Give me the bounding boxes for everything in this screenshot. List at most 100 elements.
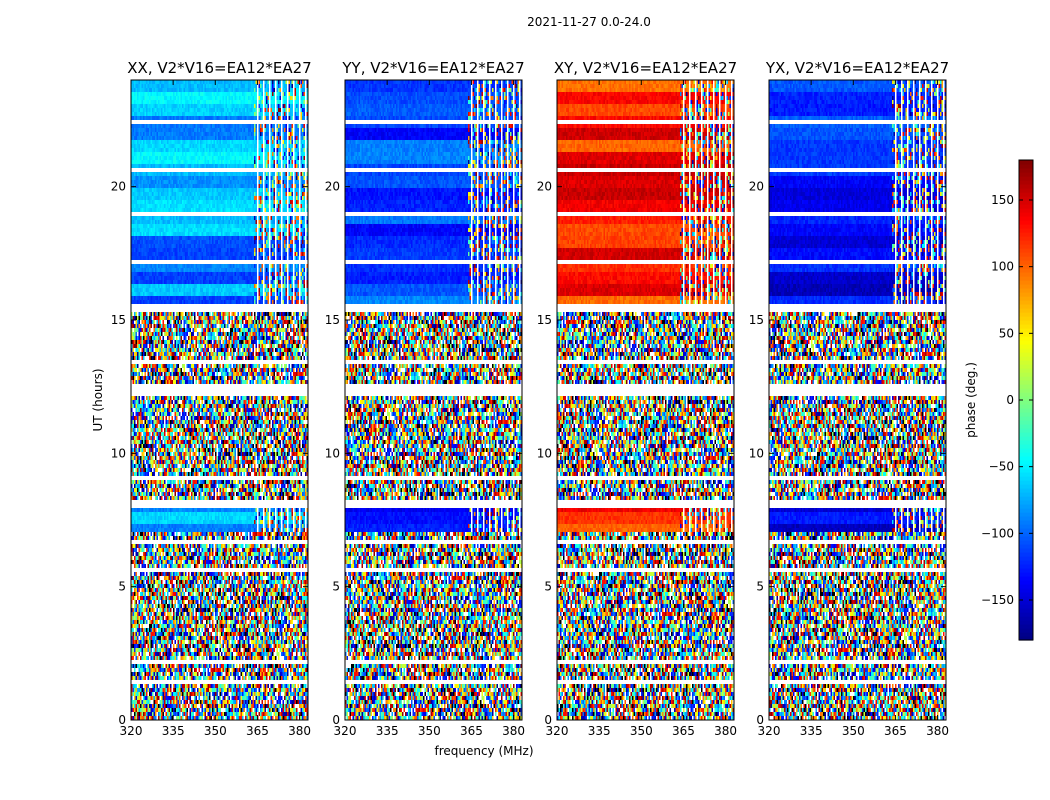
colorbar-segment <box>1019 424 1033 429</box>
colorbar-segment <box>1019 264 1033 269</box>
colorbar-segment <box>1019 204 1033 209</box>
colorbar-segment <box>1019 168 1033 173</box>
y-tick-label: 15 <box>537 313 552 327</box>
colorbar-segment <box>1019 320 1033 325</box>
colorbar-segment <box>1019 452 1033 457</box>
colorbar-tick-label: −50 <box>989 460 1014 474</box>
heatmap-image-2 <box>345 80 522 720</box>
colorbar-segment <box>1019 592 1033 597</box>
colorbar-segment <box>1019 460 1033 465</box>
heatmap-image-4 <box>769 80 946 720</box>
colorbar-segment <box>1019 384 1033 389</box>
y-tick-label: 0 <box>332 713 340 727</box>
heatmap-image-3 <box>557 80 734 720</box>
x-axis-label: frequency (MHz) <box>434 744 533 758</box>
colorbar-segment <box>1019 396 1033 401</box>
colorbar-segment <box>1019 528 1033 533</box>
colorbar-segment <box>1019 552 1033 557</box>
colorbar-segment <box>1019 584 1033 589</box>
colorbar-segment <box>1019 372 1033 377</box>
x-tick-label: 365 <box>246 724 269 738</box>
colorbar-segment <box>1019 612 1033 617</box>
colorbar-segment <box>1019 484 1033 489</box>
x-tick-label: 320 <box>758 724 781 738</box>
colorbar-segment <box>1019 464 1033 469</box>
y-tick-label: 5 <box>118 580 126 594</box>
colorbar-segment <box>1019 208 1033 213</box>
colorbar-segment <box>1019 248 1033 253</box>
colorbar-segment <box>1019 348 1033 353</box>
colorbar-segment <box>1019 476 1033 481</box>
colorbar-segment <box>1019 352 1033 357</box>
colorbar-segment <box>1019 444 1033 449</box>
colorbar-segment <box>1019 296 1033 301</box>
colorbar-segment <box>1019 232 1033 237</box>
figure-suptitle: 2021-11-27 0.0-24.0 <box>527 15 651 29</box>
colorbar-segment <box>1019 356 1033 361</box>
y-tick-label: 5 <box>544 580 552 594</box>
x-tick-label: 335 <box>162 724 185 738</box>
y-tick-label: 5 <box>756 580 764 594</box>
panel-title-3: XY, V2*V16=EA12*EA27 <box>554 59 737 77</box>
colorbar-segment <box>1019 588 1033 593</box>
heatmap-image-1 <box>131 80 308 720</box>
colorbar-segment <box>1019 344 1033 349</box>
x-tick-label: 380 <box>288 724 311 738</box>
colorbar-segment <box>1019 428 1033 433</box>
colorbar-segment <box>1019 512 1033 517</box>
x-tick-label: 380 <box>714 724 737 738</box>
colorbar-segment <box>1019 276 1033 281</box>
x-tick-label: 320 <box>546 724 569 738</box>
colorbar-segment <box>1019 560 1033 565</box>
y-tick-label: 10 <box>537 446 552 460</box>
x-tick-label: 335 <box>588 724 611 738</box>
colorbar-segment <box>1019 332 1033 337</box>
colorbar-segment <box>1019 160 1033 165</box>
colorbar-segment <box>1019 172 1033 177</box>
y-tick-label: 0 <box>118 713 126 727</box>
colorbar-segment <box>1019 228 1033 233</box>
y-tick-label: 20 <box>537 180 552 194</box>
colorbar-segment <box>1019 164 1033 169</box>
x-tick-label: 335 <box>376 724 399 738</box>
colorbar-segment <box>1019 636 1033 641</box>
panel-title-2: YY, V2*V16=EA12*EA27 <box>341 59 524 77</box>
colorbar-segment <box>1019 540 1033 545</box>
colorbar-segment <box>1019 632 1033 637</box>
x-tick-label: 380 <box>502 724 525 738</box>
colorbar-segment <box>1019 260 1033 265</box>
colorbar-segment <box>1019 368 1033 373</box>
colorbar-tick-label: −100 <box>981 526 1014 540</box>
colorbar-segment <box>1019 328 1033 333</box>
colorbar-segment <box>1019 408 1033 413</box>
colorbar-segment <box>1019 492 1033 497</box>
colorbar-segment <box>1019 312 1033 317</box>
colorbar-segment <box>1019 440 1033 445</box>
colorbar-segment <box>1019 600 1033 605</box>
panel-frame-3 <box>556 79 735 721</box>
y-tick-label: 15 <box>325 313 340 327</box>
colorbar-segment <box>1019 180 1033 185</box>
panel-frame-4 <box>768 79 947 721</box>
colorbar-segment <box>1019 400 1033 405</box>
colorbar-tick-label: 150 <box>991 193 1014 207</box>
colorbar-segment <box>1019 304 1033 309</box>
colorbar-segment <box>1019 628 1033 633</box>
colorbar-segment <box>1019 596 1033 601</box>
x-tick-label: 335 <box>800 724 823 738</box>
colorbar-segment <box>1019 520 1033 525</box>
colorbar-tick-label: 0 <box>1006 393 1014 407</box>
colorbar-segment <box>1019 568 1033 573</box>
colorbar-segment <box>1019 244 1033 249</box>
y-tick-label: 15 <box>111 313 126 327</box>
y-tick-label: 20 <box>325 180 340 194</box>
panel-frame-1 <box>130 79 309 721</box>
y-tick-label: 15 <box>749 313 764 327</box>
colorbar-segment <box>1019 572 1033 577</box>
x-tick-label: 365 <box>460 724 483 738</box>
panel-frame-2 <box>344 79 523 721</box>
colorbar-segment <box>1019 216 1033 221</box>
colorbar-segment <box>1019 360 1033 365</box>
colorbar-segment <box>1019 376 1033 381</box>
